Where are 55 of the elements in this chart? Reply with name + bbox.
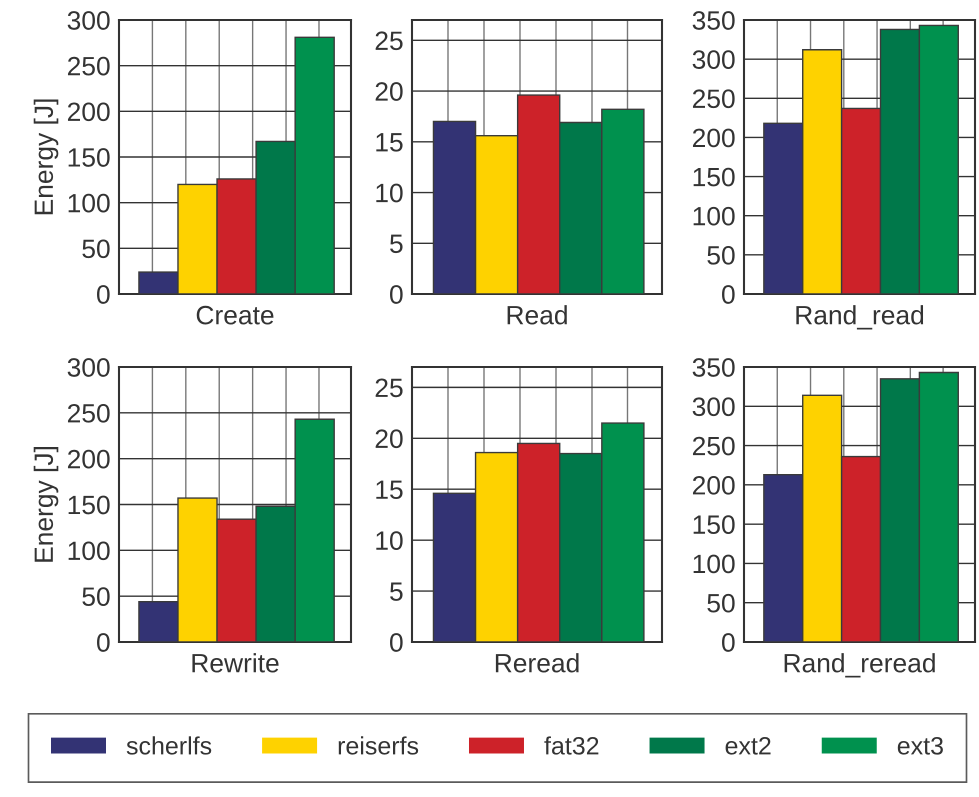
- y-tick-label: 250: [68, 56, 110, 76]
- y-tick-label: 300: [68, 358, 110, 377]
- y-tick-label: 200: [68, 450, 110, 468]
- x-axis-title: Rand_read: [796, 305, 924, 330]
- legend-label: scherlfs: [126, 736, 212, 755]
- x-axis-title: Reread: [496, 653, 579, 672]
- y-tick-label: 0: [97, 633, 110, 652]
- y-tick-label: 350: [692, 11, 735, 30]
- y-tick-label: 5: [390, 234, 403, 254]
- x-axis-title: Read: [508, 305, 567, 324]
- y-tick-label: 250: [68, 404, 110, 423]
- y-tick-label: 0: [722, 285, 735, 304]
- y-tick-label: 250: [692, 436, 735, 456]
- y-tick-label: 10: [376, 531, 403, 550]
- y-tick-label: 20: [376, 429, 403, 448]
- y-tick-label: 50: [707, 246, 735, 265]
- y-tick-label: 200: [68, 102, 110, 122]
- x-axis-title: Rewrite: [192, 653, 279, 672]
- y-tick-label: 0: [390, 285, 403, 304]
- y-tick-label: 0: [97, 285, 110, 304]
- y-tick-label: 150: [694, 168, 735, 186]
- y-axis-title: Energy [J]: [34, 99, 58, 214]
- y-tick-label: 50: [707, 594, 735, 613]
- legend-label: fat32: [544, 736, 598, 755]
- y-tick-label: 5: [390, 582, 403, 601]
- y-tick-label: 50: [82, 239, 110, 258]
- y-tick-label: 25: [376, 31, 403, 50]
- y-tick-label: 150: [68, 148, 110, 167]
- y-tick-label: 20: [376, 82, 403, 101]
- y-tick-label: 15: [376, 480, 403, 500]
- y-tick-label: 0: [390, 633, 403, 652]
- y-tick-label: 300: [68, 11, 110, 30]
- y-tick-label: 100: [68, 541, 110, 560]
- y-tick-label: 0: [722, 633, 735, 652]
- y-tick-label: 50: [82, 587, 110, 606]
- y-tick-label: 100: [694, 206, 735, 226]
- y-tick-label: 100: [694, 554, 735, 574]
- x-axis-title: Rand_reread: [784, 653, 935, 678]
- legend-label: ext3: [898, 736, 943, 755]
- y-tick-label: 100: [68, 194, 110, 212]
- x-axis-title: Create: [196, 306, 274, 324]
- y-tick-label: 200: [692, 128, 735, 148]
- legend-label: ext2: [726, 736, 771, 755]
- y-axis-title: Energy [J]: [34, 446, 58, 562]
- y-tick-label: 10: [376, 184, 403, 202]
- y-tick-label: 15: [376, 133, 403, 152]
- y-tick-label: 150: [68, 496, 110, 514]
- y-tick-label: 300: [692, 50, 735, 69]
- y-tick-label: 300: [692, 397, 735, 416]
- y-tick-label: 25: [376, 378, 403, 398]
- legend-label: reiserfs: [338, 736, 418, 755]
- y-tick-label: 150: [694, 515, 735, 534]
- y-tick-label: 350: [692, 358, 735, 377]
- y-tick-label: 200: [692, 476, 735, 495]
- y-tick-label: 250: [692, 89, 735, 108]
